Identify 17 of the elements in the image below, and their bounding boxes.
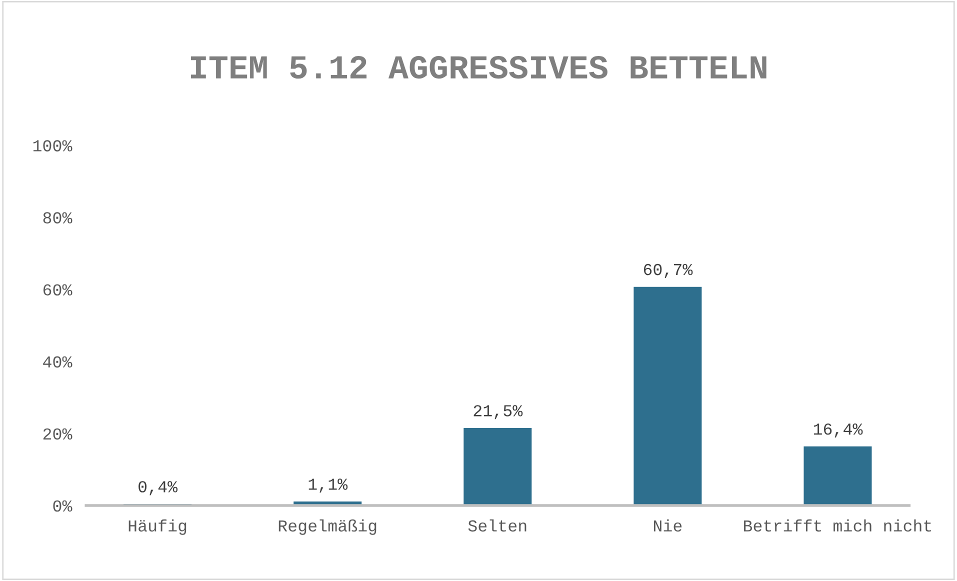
y-tick-label: 100% bbox=[33, 140, 72, 152]
x-tick-label: Selten bbox=[468, 519, 526, 532]
data-label: 16,4% bbox=[814, 423, 863, 438]
x-tick-label: Häufig bbox=[128, 519, 186, 535]
y-tick-label: 80% bbox=[43, 212, 72, 224]
data-label: 1,1% bbox=[308, 478, 348, 493]
y-tick-label: 40% bbox=[43, 356, 72, 368]
x-tick-label: Regelmäßig bbox=[278, 519, 376, 535]
data-label: 21,5% bbox=[474, 405, 523, 420]
x-tick-label: Nie bbox=[654, 519, 682, 532]
data-label: 60,7% bbox=[644, 264, 693, 278]
y-tick-label: 60% bbox=[43, 284, 72, 296]
y-tick-label: 0% bbox=[53, 500, 72, 512]
data-label: 0,4% bbox=[138, 481, 178, 496]
y-tick-label: 20% bbox=[43, 428, 72, 440]
x-tick-label: Betrifft mich nicht bbox=[744, 519, 932, 532]
chart-title: ITEM 5.12 AGGRESSIVES BETTELN bbox=[190, 56, 766, 79]
